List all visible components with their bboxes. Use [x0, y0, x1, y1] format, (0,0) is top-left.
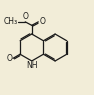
Text: NH: NH	[26, 61, 38, 70]
Text: O: O	[39, 17, 45, 26]
Text: CH₃: CH₃	[3, 17, 17, 26]
Text: O: O	[22, 12, 28, 21]
Text: O: O	[6, 54, 12, 63]
